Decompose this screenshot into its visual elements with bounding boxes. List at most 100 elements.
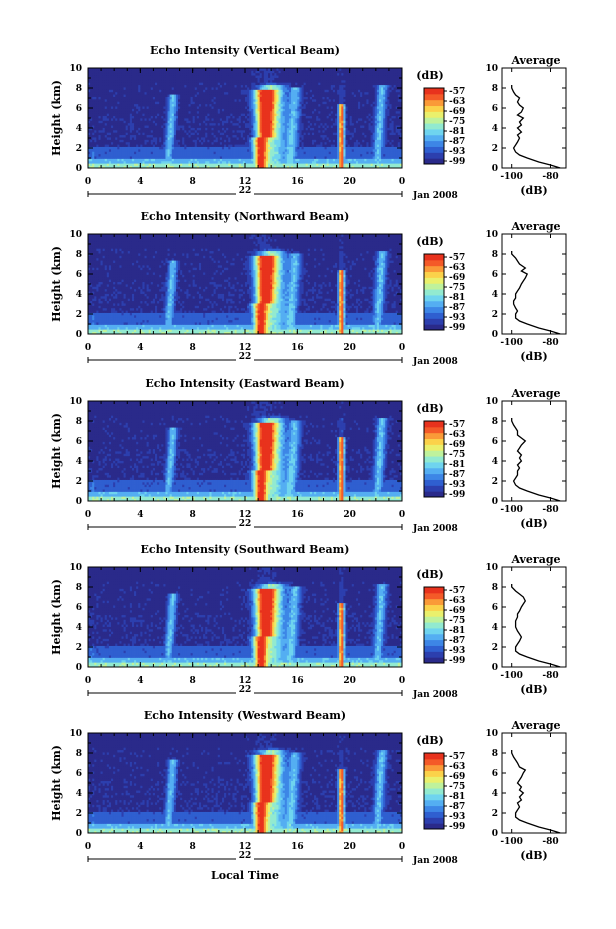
average-profile-line <box>511 251 561 335</box>
average-y-tick: 4 <box>492 789 498 799</box>
average-x-label: (dB) <box>520 683 547 696</box>
y-tick-label: 8 <box>76 749 82 759</box>
colorbar-swatch <box>424 306 444 313</box>
average-y-tick: 6 <box>492 270 498 280</box>
colorbar-unit: (dB) <box>416 235 443 248</box>
average-title: Average <box>510 220 560 233</box>
x-tick-label: 16 <box>291 676 304 686</box>
x-tick-label: 4 <box>137 676 143 686</box>
x-tick-label: 12 <box>239 177 252 187</box>
colorbar-swatch <box>424 811 444 818</box>
echo-panel-1: Echo Intensity (Northward Beam) 0 2 4 6 8 10 He… <box>50 210 567 367</box>
x-tick-label: 16 <box>291 510 304 520</box>
colorbar-tick-label: -57 <box>449 420 465 430</box>
y-tick-label: 0 <box>76 497 82 507</box>
x-tick-label: 8 <box>190 177 196 187</box>
colorbar-swatch <box>424 259 444 267</box>
y-tick-label: 0 <box>76 663 82 673</box>
colorbar-tick-label: -63 <box>449 263 465 273</box>
average-y-tick: 4 <box>492 290 498 300</box>
colorbar-tick-label: -93 <box>449 313 465 323</box>
heatmap-field <box>88 733 402 833</box>
colorbar-tick-label: -69 <box>449 440 465 450</box>
average-y-tick: 8 <box>492 749 498 759</box>
colorbar-swatch <box>424 616 444 623</box>
colorbar-tick-label: -87 <box>449 470 465 480</box>
x-tick-label: 8 <box>190 842 196 852</box>
heatmap-field <box>88 401 402 501</box>
y-tick-label: 6 <box>76 437 82 447</box>
colorbar-swatch <box>424 776 444 783</box>
average-y-tick: 0 <box>492 829 498 839</box>
date-label: 22 <box>239 519 252 529</box>
x-tick-label: 8 <box>190 510 196 520</box>
x-tick-label: 4 <box>137 510 143 520</box>
date-label: 22 <box>239 685 252 695</box>
echo-panel-0: Echo Intensity (Vertical Beam) 0 2 4 6 8 10 Hei… <box>50 44 567 201</box>
x-tick-label: 0 <box>85 343 91 353</box>
average-frame <box>501 233 567 335</box>
colorbar-swatch <box>424 461 444 469</box>
x-tick-label: 0 <box>85 177 91 187</box>
echo-panel-4: Echo Intensity (Westward Beam) 0 2 4 6 8 10 Hei… <box>50 709 567 882</box>
colorbar-swatch <box>424 324 444 331</box>
x-tick-label: 8 <box>190 343 196 353</box>
average-y-tick: 0 <box>492 663 498 673</box>
y-tick-label: 8 <box>76 84 82 94</box>
colorbar-unit: (dB) <box>416 402 443 415</box>
average-y-tick: 8 <box>492 84 498 94</box>
colorbar-swatch <box>424 432 444 440</box>
average-y-tick: 6 <box>492 104 498 114</box>
colorbar-swatch <box>424 152 444 159</box>
colorbar-swatch <box>424 788 444 795</box>
average-y-tick: 0 <box>492 497 498 507</box>
panel-title: Echo Intensity (Eastward Beam) <box>145 377 344 390</box>
average-y-tick: 0 <box>492 330 498 340</box>
colorbar-swatch <box>424 88 444 95</box>
colorbar-tick-label: -69 <box>449 606 465 616</box>
colorbar-swatch <box>424 753 444 760</box>
x-tick-label: 0 <box>399 842 405 852</box>
colorbar-swatch <box>424 467 444 475</box>
colorbar-swatch <box>424 823 444 830</box>
y-tick-label: 0 <box>76 330 82 340</box>
average-x-label: (dB) <box>520 350 547 363</box>
x-tick-label: 16 <box>291 842 304 852</box>
colorbar-frame <box>423 586 445 664</box>
colorbar-swatch <box>424 645 444 652</box>
average-y-tick: 2 <box>492 144 498 154</box>
average-y-tick: 2 <box>492 643 498 653</box>
colorbar-tick-label: -75 <box>449 782 465 792</box>
colorbar-swatch <box>424 473 444 480</box>
y-tick-label: 4 <box>76 623 82 633</box>
colorbar-swatch <box>424 300 444 308</box>
y-tick-label: 2 <box>76 643 82 653</box>
colorbar-swatch <box>424 450 444 457</box>
date-suffix: Jan 2008 <box>412 856 458 866</box>
colorbar-unit: (dB) <box>416 69 443 82</box>
colorbar-swatch <box>424 805 444 812</box>
colorbar-swatch <box>424 426 444 434</box>
colorbar-frame <box>423 87 445 165</box>
colorbar-swatch <box>424 491 444 498</box>
colorbar-swatch <box>424 99 444 107</box>
average-profile-panel: Average 0 2 4 6 8 10 -100 -80 (dB) <box>485 220 567 363</box>
y-tick-label: 8 <box>76 583 82 593</box>
y-tick-label: 10 <box>69 64 82 74</box>
x-tick-label: 0 <box>399 676 405 686</box>
colorbar-tick-label: -63 <box>449 596 465 606</box>
x-tick-label: 0 <box>85 676 91 686</box>
colorbar-swatch <box>424 657 444 664</box>
average-y-tick: 4 <box>492 124 498 134</box>
colorbar-tick-label: -63 <box>449 430 465 440</box>
average-title: Average <box>510 54 560 67</box>
heatmap-field <box>88 68 402 168</box>
y-tick-label: 2 <box>76 477 82 487</box>
colorbar-swatch <box>424 627 444 635</box>
average-x-tick: -80 <box>542 172 558 182</box>
colorbar-tick-label: -75 <box>449 117 465 127</box>
average-frame <box>501 566 567 668</box>
average-x-label: (dB) <box>520 517 547 530</box>
y-tick-label: 2 <box>76 809 82 819</box>
colorbar-tick-label: -75 <box>449 450 465 460</box>
